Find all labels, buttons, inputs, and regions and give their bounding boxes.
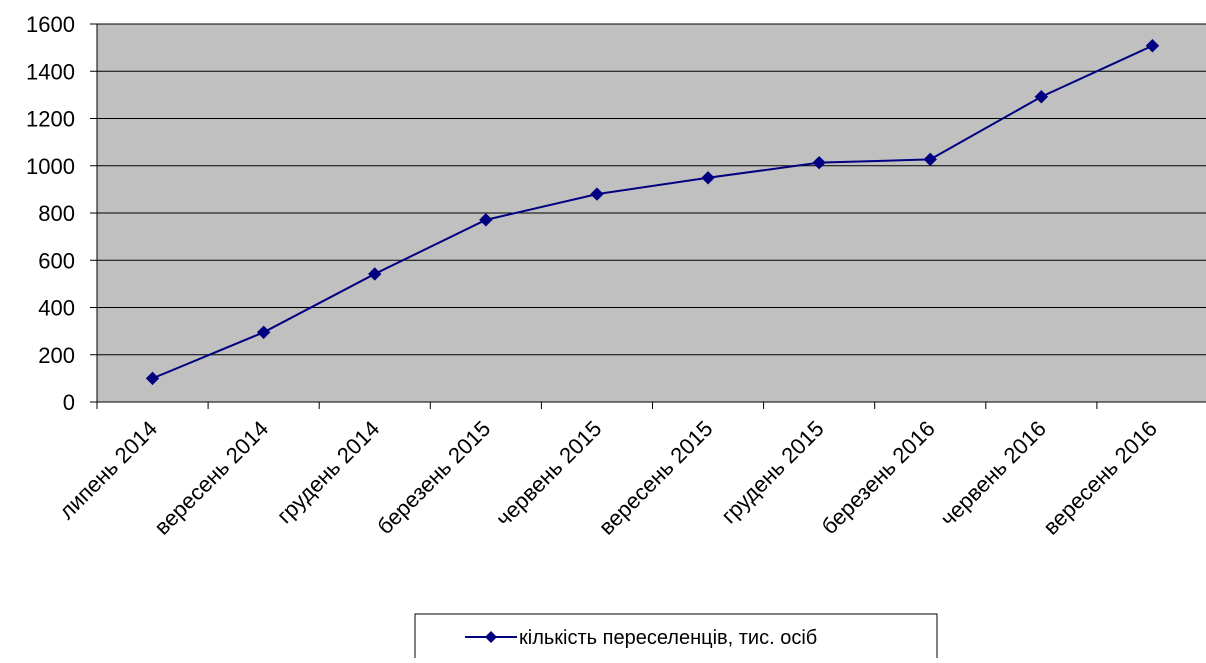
y-tick-label: 200 — [38, 343, 75, 368]
y-tick-label: 1000 — [26, 154, 75, 179]
legend: кількість переселенців, тис. осіб — [414, 613, 938, 663]
axes — [90, 23, 1206, 409]
data-point — [479, 213, 493, 227]
data-point — [1145, 39, 1160, 53]
y-tick-label: 1400 — [26, 59, 75, 84]
y-tick-label: 0 — [63, 390, 75, 415]
legend-marker — [485, 631, 497, 643]
y-tick-label: 400 — [38, 296, 75, 321]
y-tick-label: 600 — [38, 248, 75, 273]
grid-lines — [97, 23, 1206, 356]
x-tick-label: вересень 2016 — [1038, 416, 1162, 540]
legend-entry-label: кількість переселенців, тис. осіб — [519, 627, 817, 649]
x-tick-label: грудень 2014 — [272, 416, 384, 528]
x-tick-label: вересень 2015 — [594, 416, 718, 540]
data-point — [1034, 90, 1049, 104]
y-axis-tick-labels: 0 200 400 600 800 1000 1200 1400 1600 — [26, 12, 75, 415]
x-tick-label: червень 2015 — [491, 416, 606, 531]
series-line — [152, 44, 1153, 380]
y-tick-label: 800 — [38, 201, 75, 226]
data-point — [812, 155, 826, 170]
data-point — [145, 371, 160, 386]
legend-box — [414, 613, 938, 663]
data-point — [923, 152, 937, 167]
x-tick-label: березень 2016 — [817, 416, 940, 539]
data-point — [256, 325, 271, 340]
data-point — [590, 187, 604, 201]
x-tick-label: липень 2014 — [54, 416, 162, 524]
data-point — [701, 171, 715, 185]
x-tick-label: червень 2016 — [935, 416, 1050, 531]
data-point — [368, 267, 382, 281]
x-tick-label: грудень 2015 — [716, 416, 828, 528]
x-tick-label: вересень 2014 — [149, 416, 273, 540]
y-tick-label: 1200 — [26, 107, 75, 132]
y-tick-label: 1600 — [26, 12, 75, 37]
series — [145, 39, 1160, 386]
x-tick-label: березень 2015 — [372, 416, 495, 539]
